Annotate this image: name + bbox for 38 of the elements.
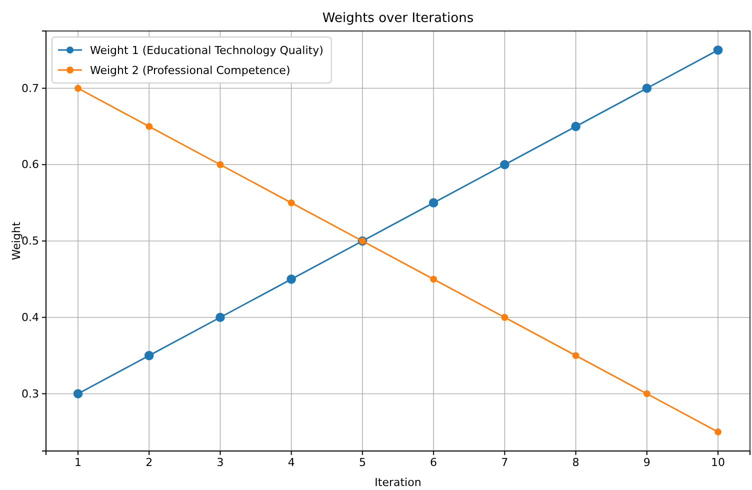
point: [74, 84, 82, 92]
point: [288, 199, 295, 206]
y-tick-label: 0.4: [22, 310, 39, 324]
point: [714, 428, 722, 436]
point: [216, 161, 224, 168]
point: [501, 314, 508, 321]
x-tick-label: 3: [216, 456, 224, 469]
chart-title: Weights over Iterations: [322, 11, 474, 26]
x-tick-label: 2: [146, 456, 153, 469]
point: [571, 122, 580, 132]
point: [572, 352, 580, 360]
legend-label: Weight 2 (Professional Competence): [90, 64, 290, 77]
point: [216, 312, 225, 322]
x-tick-label: 4: [288, 456, 295, 469]
point: [144, 350, 154, 360]
point: [430, 276, 438, 283]
point: [713, 45, 723, 55]
x-tick-label: 9: [643, 456, 650, 469]
point: [286, 274, 296, 284]
y-tick-label: 0.3: [22, 387, 39, 400]
point: [643, 390, 650, 398]
x-tick-label: 1: [74, 456, 82, 469]
x-tick-label: 7: [501, 456, 508, 469]
point: [428, 198, 438, 208]
x-tick-label: 5: [358, 456, 366, 469]
y-tick-label: 0.6: [22, 158, 39, 172]
point: [642, 84, 652, 93]
y-tick-label: 0.5: [22, 234, 39, 248]
legend-label: Weight 1 (Educational Technology Quality): [90, 44, 324, 57]
point: [73, 389, 83, 398]
x-tick-label: 6: [430, 456, 438, 469]
y-tick-label: 0.7: [22, 82, 39, 95]
x-tick-label: 10: [711, 456, 725, 469]
point: [146, 122, 153, 130]
y-axis-title: Weight: [10, 221, 23, 260]
x-axis-title: Iteration: [374, 476, 422, 489]
point: [500, 160, 510, 170]
x-tick-label: 8: [572, 456, 580, 469]
